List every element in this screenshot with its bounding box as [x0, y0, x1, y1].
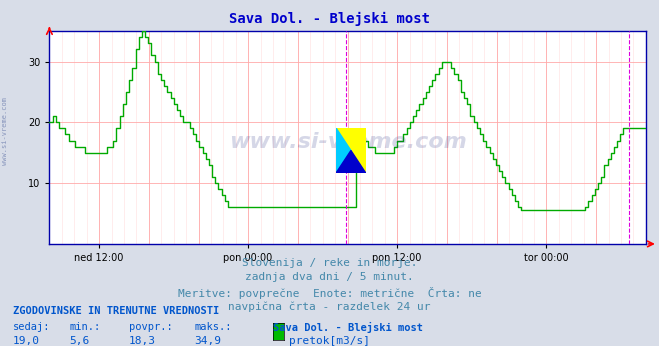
Text: 19,0: 19,0 — [13, 336, 40, 346]
Text: Meritve: povprečne  Enote: metrične  Črta: ne: Meritve: povprečne Enote: metrične Črta:… — [178, 287, 481, 299]
Text: Sava Dol. - Blejski most: Sava Dol. - Blejski most — [229, 12, 430, 26]
Text: ZGODOVINSKE IN TRENUTNE VREDNOSTI: ZGODOVINSKE IN TRENUTNE VREDNOSTI — [13, 306, 219, 316]
Text: 34,9: 34,9 — [194, 336, 221, 346]
Polygon shape — [336, 128, 351, 173]
Text: Sava Dol. - Blejski most: Sava Dol. - Blejski most — [273, 322, 424, 333]
Text: pretok[m3/s]: pretok[m3/s] — [289, 336, 370, 346]
Text: www.si-vreme.com: www.si-vreme.com — [229, 132, 467, 152]
Text: 5,6: 5,6 — [69, 336, 90, 346]
Polygon shape — [336, 151, 366, 173]
Text: povpr.:: povpr.: — [129, 322, 172, 332]
Text: sedaj:: sedaj: — [13, 322, 51, 332]
Text: navpična črta - razdelek 24 ur: navpična črta - razdelek 24 ur — [228, 301, 431, 312]
Text: www.si-vreme.com: www.si-vreme.com — [1, 98, 8, 165]
Text: 18,3: 18,3 — [129, 336, 156, 346]
Text: maks.:: maks.: — [194, 322, 232, 332]
Text: min.:: min.: — [69, 322, 100, 332]
Text: zadnja dva dni / 5 minut.: zadnja dva dni / 5 minut. — [245, 272, 414, 282]
Text: Slovenija / reke in morje.: Slovenija / reke in morje. — [242, 258, 417, 268]
Polygon shape — [336, 128, 366, 173]
